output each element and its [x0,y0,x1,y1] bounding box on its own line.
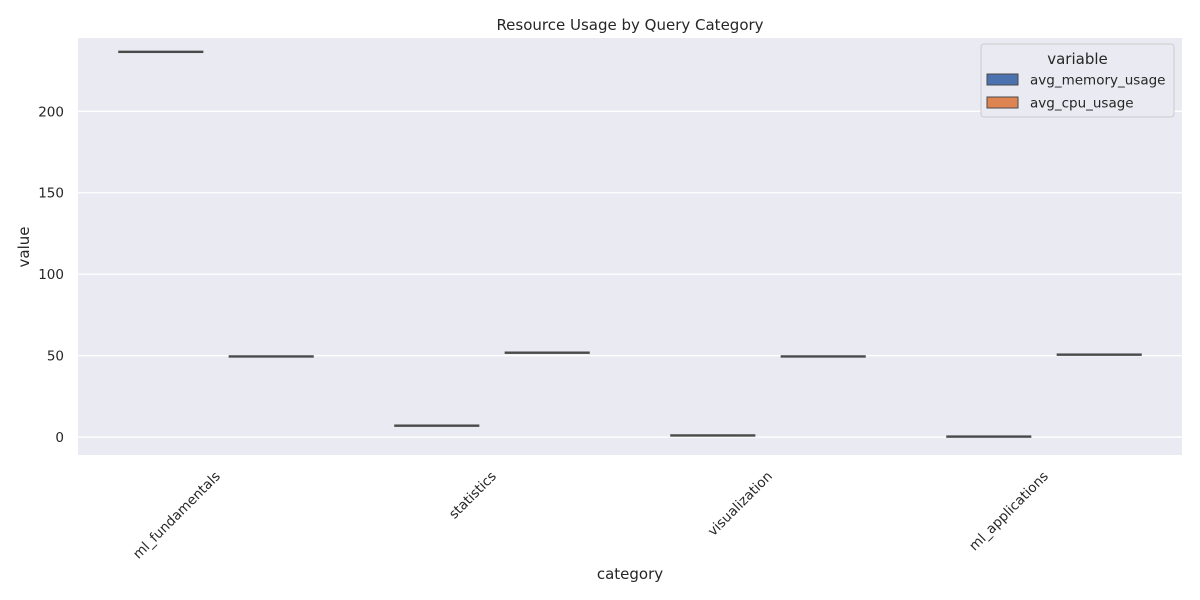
y-tick-label: 100 [38,267,64,283]
x-tick-label: visualization [705,469,776,540]
legend-label-avg_cpu_usage: avg_cpu_usage [1030,96,1134,112]
x-tick-label: statistics [446,469,500,523]
data-marks [118,50,1142,438]
x-tick-label: ml_applications [966,469,1052,555]
legend-frame [980,43,1175,118]
y-tick-label: 150 [38,186,64,202]
y-tick-label: 50 [47,349,64,365]
x-axis-label: category [597,565,663,583]
x-tick-label: ml_fundamentals [130,469,224,563]
legend-title: variable [1047,50,1108,68]
y-axis-label: value [15,227,33,268]
chart-title: Resource Usage by Query Category [496,16,763,34]
legend-swatch-avg_cpu_usage [986,96,1019,109]
y-tick-labels: 0 50 100 150 200 [38,104,64,446]
legend-label-avg_memory_usage: avg_memory_usage [1030,73,1165,89]
legend-swatch-avg_memory_usage [986,73,1019,86]
y-tick-label: 200 [38,104,64,120]
x-tick-labels: ml_fundamentals statistics visualization ml… [130,469,1052,563]
legend: variable avg_memory_usage avg_cpu_usage [980,43,1175,118]
y-tick-label: 0 [55,430,64,446]
